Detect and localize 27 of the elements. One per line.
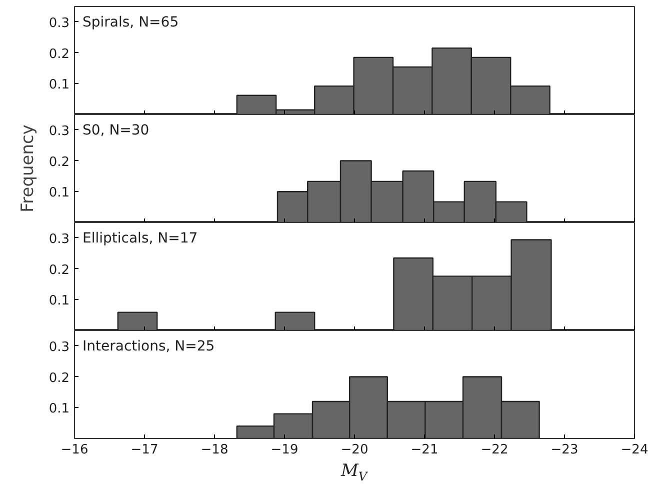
x-tick-label: −18 <box>200 442 228 458</box>
x-tick-label: −24 <box>620 442 648 458</box>
y-tick-label: 0.1 <box>48 186 70 201</box>
x-tick-label: −23 <box>550 442 578 458</box>
x-tick-label: −21 <box>410 442 438 458</box>
x-tick-label: −16 <box>60 442 88 458</box>
text: Ellipticals, N=17 <box>82 230 198 246</box>
y-tick-label: 0.3 <box>48 124 70 139</box>
text: S0, N=30 <box>82 122 150 138</box>
y-tick-label: 0.2 <box>48 154 70 170</box>
text: Interactions, N=25 <box>82 338 215 354</box>
y-tick-label: 0.1 <box>48 294 70 309</box>
x-tick-label: −19 <box>270 442 298 458</box>
y-tick-label: 0.2 <box>48 262 70 278</box>
y-tick-label: 0.3 <box>48 340 70 355</box>
x-tick-label: −17 <box>130 442 158 458</box>
y-tick-label: 0.1 <box>48 78 70 93</box>
y-tick-label: 0.2 <box>48 370 70 386</box>
x-axis-title: M$_{V}$ <box>340 461 368 484</box>
y-tick-label: 0.1 <box>48 402 70 417</box>
y-tick-label: 0.3 <box>48 16 70 31</box>
y-tick-label: 0.2 <box>48 46 70 62</box>
x-tick-label: −22 <box>480 442 508 458</box>
x-tick-label: −20 <box>340 442 368 458</box>
y-tick-label: 0.3 <box>48 232 70 247</box>
y-axis-title: Frequency <box>18 124 38 212</box>
text: Spirals, N=65 <box>82 14 179 30</box>
